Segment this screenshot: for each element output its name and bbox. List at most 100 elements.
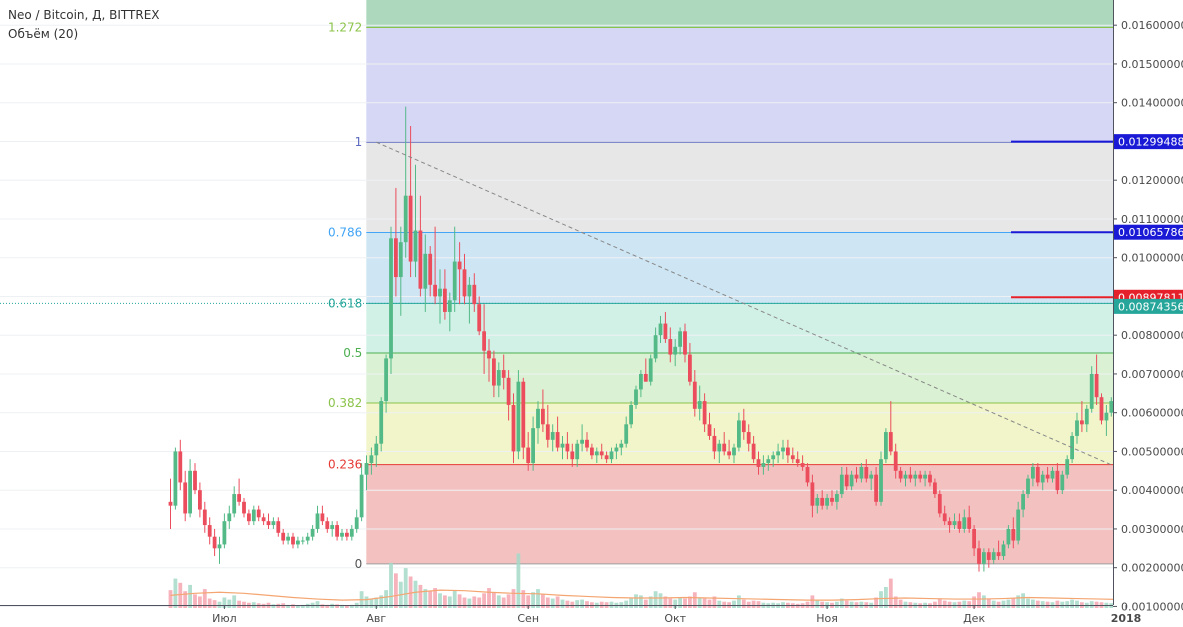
candle[interactable] — [266, 513, 271, 529]
candle[interactable] — [570, 443, 575, 467]
candle[interactable] — [619, 439, 624, 456]
candle[interactable] — [168, 478, 173, 529]
candle[interactable] — [874, 466, 878, 506]
candle[interactable] — [173, 447, 178, 510]
candle[interactable] — [227, 505, 232, 529]
candle[interactable] — [443, 269, 447, 320]
candle[interactable] — [982, 548, 986, 572]
candle[interactable] — [746, 424, 751, 452]
candle[interactable] — [810, 474, 815, 518]
candle[interactable] — [501, 354, 506, 390]
candle[interactable] — [952, 513, 957, 529]
candle[interactable] — [237, 478, 241, 506]
candle[interactable] — [1045, 466, 1050, 483]
candle[interactable] — [305, 532, 310, 545]
candle[interactable] — [727, 439, 731, 460]
candle[interactable] — [212, 528, 217, 557]
candle[interactable] — [756, 451, 761, 475]
candle[interactable] — [408, 125, 413, 278]
candle[interactable] — [1084, 404, 1089, 433]
candle[interactable] — [629, 401, 633, 429]
candle[interactable] — [354, 509, 359, 533]
candle[interactable] — [1021, 490, 1025, 518]
candle[interactable] — [849, 470, 854, 491]
candle[interactable] — [688, 342, 692, 386]
candle[interactable] — [188, 459, 192, 518]
candle[interactable] — [967, 505, 972, 533]
candle[interactable] — [702, 393, 707, 433]
candle[interactable] — [947, 517, 952, 533]
candle[interactable] — [937, 490, 942, 518]
candle[interactable] — [345, 528, 349, 541]
candle[interactable] — [1055, 463, 1060, 495]
candle[interactable] — [658, 315, 663, 343]
candle[interactable] — [580, 424, 584, 452]
candle[interactable] — [991, 548, 996, 564]
candle[interactable] — [320, 505, 325, 526]
candle[interactable] — [394, 187, 398, 297]
candle[interactable] — [536, 401, 540, 444]
candle[interactable] — [898, 466, 903, 483]
candle[interactable] — [1075, 412, 1079, 444]
candle[interactable] — [369, 447, 374, 475]
candle[interactable] — [678, 327, 682, 355]
candle[interactable] — [428, 246, 433, 297]
candle[interactable] — [1104, 404, 1109, 436]
candle[interactable] — [1006, 525, 1011, 549]
candle[interactable] — [1001, 540, 1006, 560]
candle[interactable] — [1094, 354, 1099, 405]
candle[interactable] — [389, 226, 393, 374]
candle[interactable] — [594, 447, 599, 464]
candle[interactable] — [604, 451, 609, 464]
candle[interactable] — [830, 490, 834, 506]
candle[interactable] — [673, 339, 678, 367]
candle[interactable] — [1035, 463, 1040, 487]
candle[interactable] — [286, 532, 290, 545]
candle[interactable] — [643, 358, 648, 382]
candle[interactable] — [771, 451, 776, 467]
candle[interactable] — [555, 416, 560, 452]
candle[interactable] — [1016, 501, 1021, 545]
candle[interactable] — [751, 435, 756, 464]
candle[interactable] — [477, 296, 482, 336]
candle[interactable] — [300, 536, 305, 545]
candle[interactable] — [590, 443, 594, 460]
candle[interactable] — [457, 242, 462, 305]
candle[interactable] — [340, 528, 344, 541]
candle[interactable] — [565, 432, 570, 460]
candle[interactable] — [217, 536, 222, 564]
candle[interactable] — [541, 389, 545, 433]
candle[interactable] — [888, 401, 893, 456]
candle[interactable] — [281, 528, 286, 545]
candle[interactable] — [1109, 397, 1114, 417]
candle[interactable] — [487, 339, 491, 382]
candle[interactable] — [835, 490, 839, 510]
candle[interactable] — [781, 439, 785, 460]
candle[interactable] — [222, 513, 227, 549]
candle[interactable] — [879, 451, 883, 506]
candle[interactable] — [722, 432, 727, 456]
candle[interactable] — [398, 226, 403, 316]
candle[interactable] — [516, 370, 521, 460]
candle[interactable] — [492, 350, 496, 398]
candle[interactable] — [614, 443, 619, 460]
candle[interactable] — [276, 517, 281, 537]
candle[interactable] — [418, 195, 423, 297]
candle[interactable] — [732, 443, 736, 464]
candle[interactable] — [1026, 474, 1030, 498]
volume-indicator-label[interactable]: Объём (20) — [8, 27, 79, 41]
candle[interactable] — [996, 540, 1001, 560]
candle[interactable] — [972, 525, 976, 557]
candle[interactable] — [467, 277, 472, 324]
candle[interactable] — [663, 311, 668, 343]
candle[interactable] — [438, 269, 442, 324]
candle[interactable] — [692, 370, 697, 417]
candle[interactable] — [1060, 470, 1065, 495]
candle[interactable] — [913, 470, 918, 487]
candle[interactable] — [251, 505, 256, 526]
candle[interactable] — [933, 478, 937, 498]
candle[interactable] — [683, 323, 687, 363]
candle[interactable] — [653, 327, 658, 363]
candle[interactable] — [271, 517, 276, 529]
candle[interactable] — [183, 470, 188, 522]
